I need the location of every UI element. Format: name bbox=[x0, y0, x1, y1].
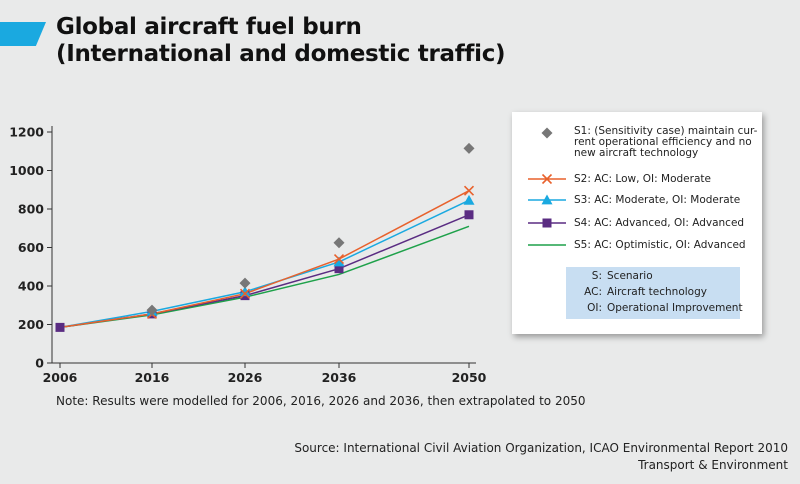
data-point-s1 bbox=[239, 277, 251, 289]
x-tick-label: 2050 bbox=[452, 370, 487, 385]
data-point-s1 bbox=[333, 237, 345, 249]
x-tick-label: 2006 bbox=[43, 370, 78, 385]
chart-series-markers bbox=[55, 142, 475, 332]
data-point-s2 bbox=[239, 288, 251, 299]
source-credit: Source: International Civil Aviation Org… bbox=[294, 440, 788, 474]
legend-entry-s5: S5: AC: Optimistic, OI: Advanced bbox=[574, 239, 746, 251]
abbreviation-key: AC: bbox=[584, 286, 602, 298]
legend-symbol-s2 bbox=[528, 173, 566, 185]
series-line-s4 bbox=[59, 214, 470, 329]
y-tick-label: 0 bbox=[35, 356, 44, 371]
abbreviation-key: OI: bbox=[587, 302, 602, 314]
legend-entry-s1: S1: (Sensitivity case) maintain cur- ren… bbox=[574, 126, 757, 159]
legend-entry-s1-line3: new aircraft technology bbox=[574, 147, 699, 159]
legend-symbol-s1 bbox=[541, 127, 553, 139]
legend-marker-s1 bbox=[541, 127, 553, 139]
y-tick-label: 1000 bbox=[9, 163, 44, 178]
data-point-s4 bbox=[55, 322, 65, 332]
y-tick-label: 600 bbox=[18, 240, 44, 255]
legend: S1: (Sensitivity case) maintain cur- ren… bbox=[512, 112, 762, 334]
legend-symbols bbox=[528, 127, 566, 246]
legend-entry-s1-line2: rent operational efficiency and no bbox=[574, 136, 752, 148]
legend-entry-s3: S3: AC: Moderate, OI: Moderate bbox=[574, 194, 741, 206]
chart-note: Note: Results were modelled for 2006, 20… bbox=[56, 394, 586, 408]
y-tick-label: 400 bbox=[18, 279, 44, 294]
legend-marker-s2 bbox=[541, 173, 553, 185]
legend-symbol-s3 bbox=[528, 194, 566, 205]
x-tick-label: 2026 bbox=[228, 370, 263, 385]
chart-title-line2: (International and domestic traffic) bbox=[56, 41, 506, 67]
legend-entry-s2: S2: AC: Low, OI: Moderate bbox=[574, 173, 711, 185]
data-point-s3 bbox=[463, 194, 475, 205]
abbreviation-scenario: S: Scenario bbox=[576, 270, 653, 282]
abbreviation-aircraft-technology: AC: Aircraft technology bbox=[576, 286, 707, 298]
chart-series-lines bbox=[59, 190, 470, 329]
x-tick-label: 2036 bbox=[322, 370, 357, 385]
data-point-s1 bbox=[463, 142, 475, 154]
abbreviations-box: S: Scenario AC: Aircraft technology OI: Ope… bbox=[566, 267, 743, 319]
series-line-s2 bbox=[59, 190, 470, 329]
legend-marker-s4 bbox=[542, 218, 552, 228]
y-tick-label: 1200 bbox=[9, 125, 44, 140]
abbreviation-value: Aircraft technology bbox=[607, 286, 707, 298]
series-line-s3 bbox=[59, 199, 470, 329]
abbreviation-value: Scenario bbox=[607, 270, 653, 282]
legend-symbol-s4 bbox=[528, 218, 566, 228]
legend-entry-s1-line1: S1: (Sensitivity case) maintain cur- bbox=[574, 125, 758, 137]
data-point-s3 bbox=[239, 286, 251, 297]
source-line2: Transport & Environment bbox=[638, 458, 788, 472]
data-point-s2 bbox=[463, 185, 475, 196]
abbreviation-value: Operational Improvement bbox=[607, 302, 743, 314]
data-point-s4 bbox=[334, 264, 344, 274]
legend-marker-s3 bbox=[541, 194, 553, 205]
x-tick-label: 2016 bbox=[135, 370, 170, 385]
data-point-s2 bbox=[333, 253, 345, 265]
y-tick-label: 200 bbox=[18, 317, 44, 332]
y-tick-label: 800 bbox=[18, 202, 44, 217]
legend-entry-s4: S4: AC: Advanced, OI: Advanced bbox=[574, 217, 745, 229]
data-point-s4 bbox=[464, 210, 474, 220]
abbreviation-key: S: bbox=[591, 270, 602, 282]
chart-title: Global aircraft fuel burn (International… bbox=[56, 14, 506, 68]
source-line1: Source: International Civil Aviation Org… bbox=[294, 441, 788, 455]
chart-axes: 0 200 400 600 800 1000 1200 2006 2016 2026 2036 205… bbox=[9, 125, 486, 386]
chart-title-line1: Global aircraft fuel burn bbox=[56, 14, 362, 40]
series-line-s5 bbox=[59, 225, 470, 329]
data-point-s1 bbox=[146, 304, 158, 316]
data-point-s3 bbox=[333, 256, 345, 267]
abbreviation-operational-improvement: OI: Operational Improvement bbox=[576, 302, 743, 314]
